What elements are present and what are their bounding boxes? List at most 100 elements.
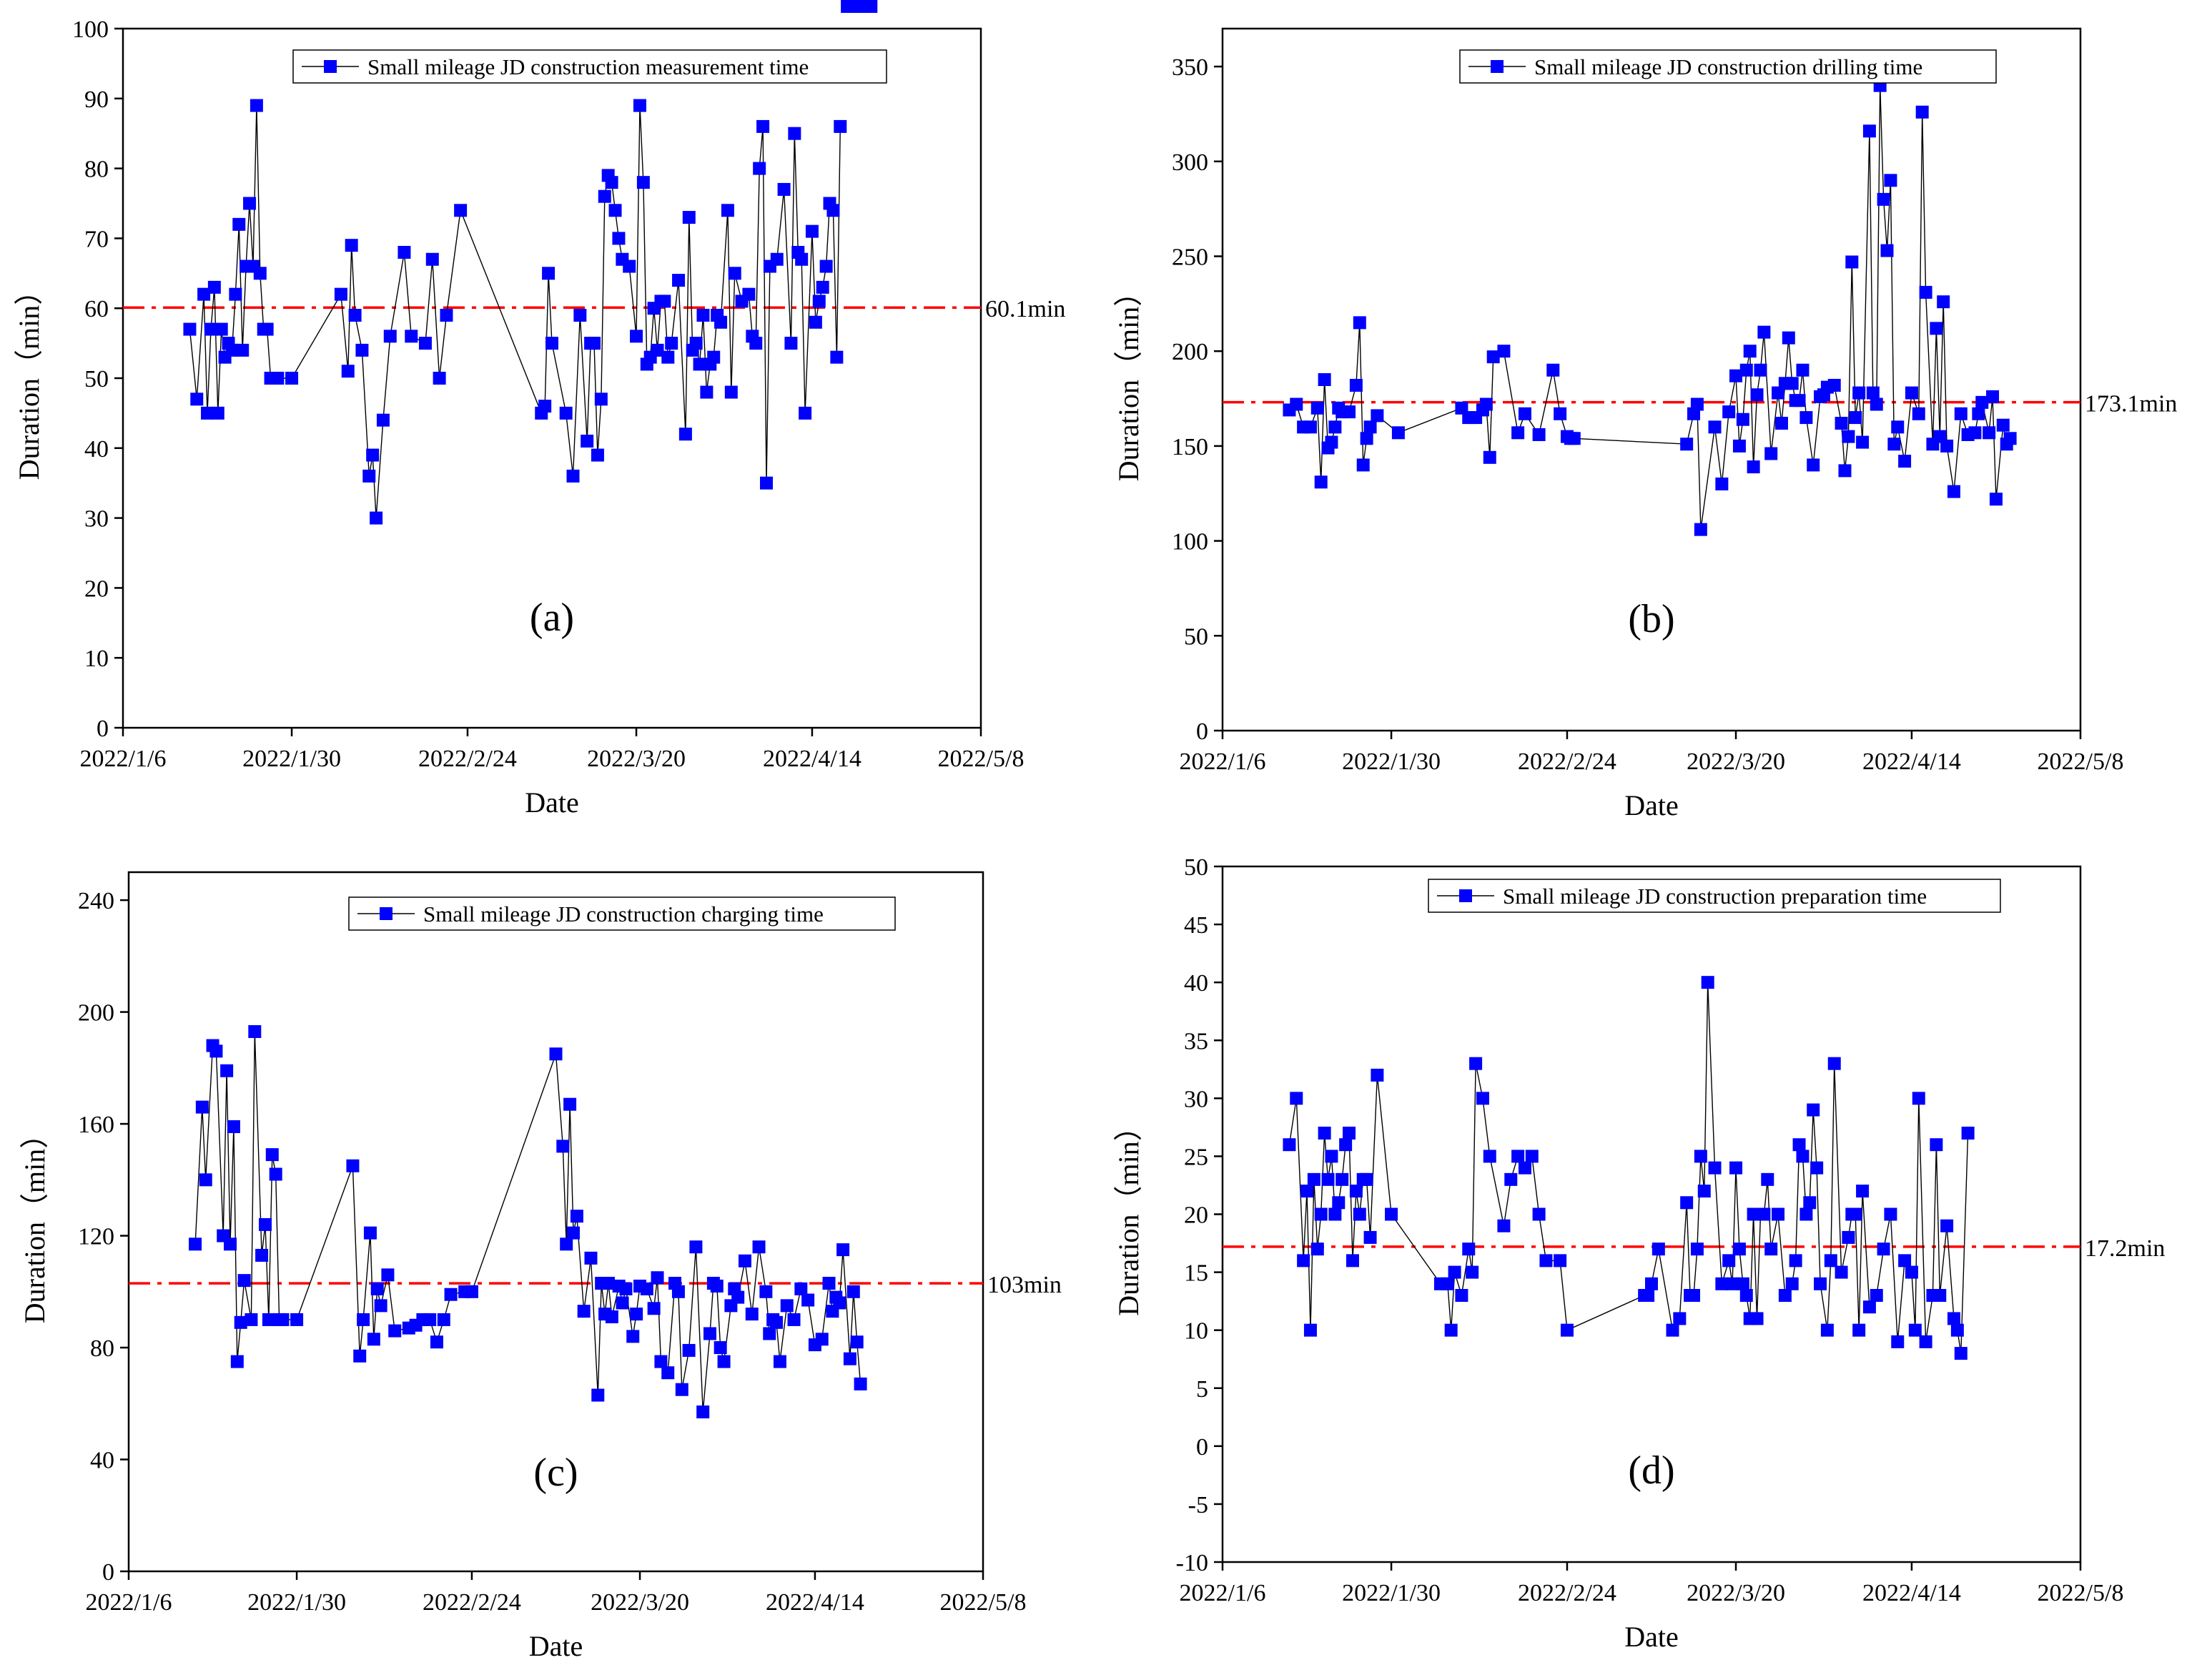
panel-a-measurement-time: 0 10 20 30 40 50 60 70 80 90 100 2022/1/6 2022/1/30 2… <box>13 0 1065 819</box>
legend-marker <box>380 907 392 920</box>
data-point <box>1877 1242 1890 1256</box>
data-point <box>1680 1196 1694 1210</box>
data-point <box>1328 420 1342 434</box>
data-point <box>1325 1150 1338 1163</box>
data-point <box>556 1140 570 1153</box>
data-point <box>1803 1196 1817 1210</box>
data-point <box>183 322 197 336</box>
data-point <box>742 287 756 301</box>
data-point <box>383 330 397 343</box>
data-point <box>1732 439 1746 453</box>
data-point <box>738 1254 751 1268</box>
data-point <box>1986 390 2000 403</box>
data-point <box>362 469 376 483</box>
data-point <box>1870 397 1883 411</box>
data-point <box>1856 1185 1870 1198</box>
data-point <box>197 287 211 301</box>
data-point <box>1930 1138 1943 1152</box>
data-point <box>559 406 573 420</box>
data-point <box>1743 345 1757 358</box>
data-point <box>801 1293 815 1307</box>
data-point <box>696 1405 710 1419</box>
data-point <box>1912 407 1925 420</box>
data-point <box>696 308 710 322</box>
mean-label: 173.1min <box>2085 391 2177 417</box>
data-point <box>707 350 721 364</box>
data-point <box>1314 1207 1328 1221</box>
x-axis-title: Date <box>1624 1621 1679 1653</box>
legend-marker <box>1491 60 1504 73</box>
y-axis-title: Duration（min） <box>1112 1112 1145 1315</box>
data-point <box>616 1296 629 1310</box>
data-point <box>1462 1242 1476 1256</box>
x-tick-label: 2022/1/6 <box>1180 1580 1266 1606</box>
data-point <box>243 197 257 210</box>
data-point <box>1799 1207 1813 1221</box>
data-point <box>1842 430 1855 443</box>
data-point <box>276 1313 290 1326</box>
data-point <box>1792 394 1806 407</box>
data-point <box>1975 395 1989 409</box>
data-point <box>1504 1172 1518 1186</box>
plot-frame <box>1221 27 2082 732</box>
data-point <box>346 1159 360 1172</box>
data-point <box>749 337 763 350</box>
data-point <box>1694 1150 1707 1163</box>
data-point <box>665 337 678 350</box>
data-point <box>1539 1254 1553 1268</box>
y-axis-title: Duration（min） <box>19 1120 51 1323</box>
data-point <box>1912 1092 1925 1105</box>
data-point <box>1747 460 1760 474</box>
data-point <box>563 1097 577 1111</box>
data-point <box>255 1248 269 1262</box>
y-tick-label: 30 <box>84 506 109 533</box>
data-point <box>805 224 819 238</box>
x-tick-label: 2022/1/6 <box>1180 748 1266 775</box>
data-point <box>1954 407 1968 420</box>
data-point <box>334 287 347 301</box>
panel-b-drilling-time: 0 50 100 150 200 250 300 350 2022/1/6 2022/1/30 20… <box>1112 27 2177 821</box>
data-point <box>780 1299 794 1313</box>
data-point <box>1852 386 1866 400</box>
y-tick-label: 200 <box>78 1000 114 1027</box>
x-tick-label: 2022/4/14 <box>766 1589 864 1616</box>
data-point <box>1820 1323 1834 1337</box>
data-point <box>195 1100 209 1114</box>
data-point <box>815 1333 829 1346</box>
data-point <box>619 1282 633 1295</box>
data-point <box>1968 426 1982 440</box>
data-point <box>1343 1126 1356 1140</box>
data-point <box>237 1274 251 1288</box>
data-point <box>1546 363 1560 377</box>
data-point <box>1835 417 1848 430</box>
data-point <box>1891 1335 1905 1348</box>
data-point <box>1339 1138 1353 1152</box>
data-point <box>1525 1150 1539 1163</box>
y-tick-label: 35 <box>1184 1028 1208 1054</box>
data-point <box>370 1282 384 1295</box>
data-point <box>608 204 622 217</box>
data-point <box>285 372 299 385</box>
mean-label: 103min <box>987 1272 1062 1298</box>
data-point <box>1641 1289 1655 1303</box>
data-point <box>190 392 204 406</box>
y-tick-label: 5 <box>1196 1376 1208 1403</box>
data-point <box>1486 350 1500 364</box>
data-point <box>207 280 221 294</box>
x-tick-label: 2022/2/24 <box>418 746 517 772</box>
data-point <box>1511 1150 1525 1163</box>
data-point <box>341 365 355 378</box>
data-point <box>1303 1323 1317 1337</box>
data-point <box>1349 1185 1363 1198</box>
x-tick-label: 2022/4/14 <box>763 746 861 772</box>
data-point <box>1349 378 1363 392</box>
data-point <box>425 252 439 266</box>
data-point <box>1343 405 1356 419</box>
data-point <box>1961 1126 1975 1140</box>
data-point <box>1736 412 1749 426</box>
data-point <box>345 239 358 252</box>
data-point <box>1947 1312 1960 1325</box>
data-point <box>405 330 418 343</box>
data-point <box>1325 435 1338 449</box>
data-point <box>454 204 468 217</box>
